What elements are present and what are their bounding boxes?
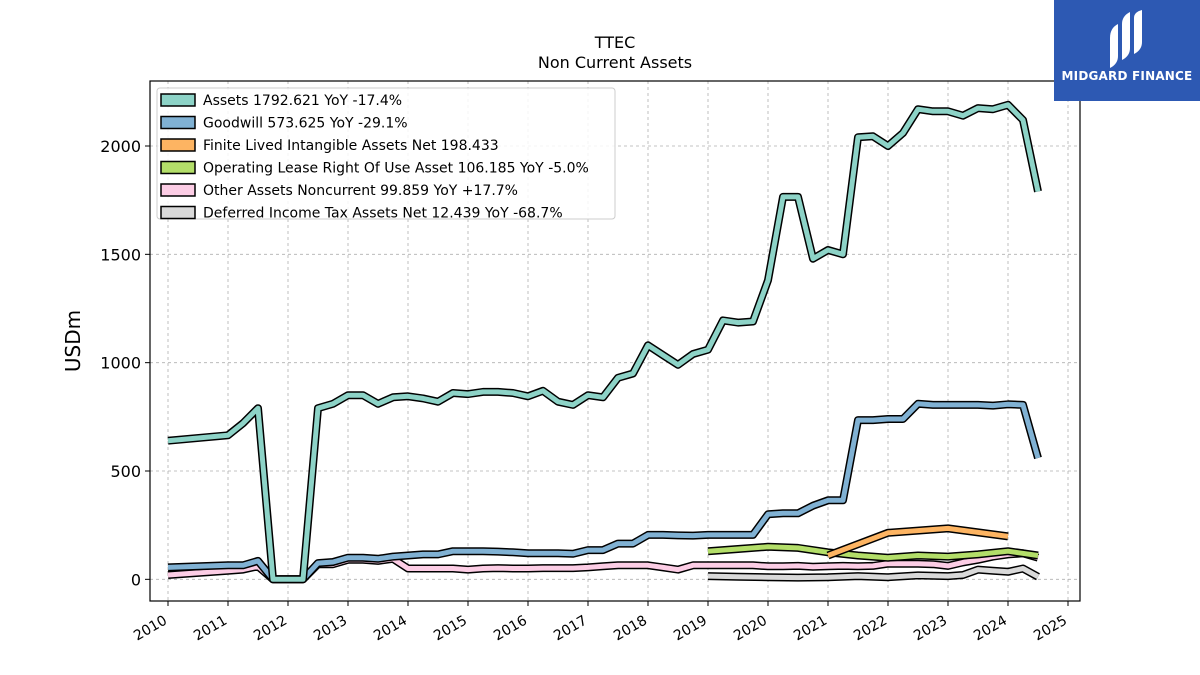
legend-label: Operating Lease Right Of Use Asset 106.1… — [203, 161, 589, 177]
legend-swatch — [160, 160, 196, 175]
legend-swatch — [160, 138, 196, 152]
x-tick-label: 2010 — [131, 613, 170, 645]
legend-swatch — [160, 205, 196, 220]
x-tick-label: 2017 — [551, 613, 590, 645]
x-tick-label: 2018 — [611, 613, 650, 645]
x-tick-label: 2019 — [671, 613, 710, 645]
brand-logo: MIDGARD FINANCE — [1054, 0, 1200, 101]
plot-frame — [149, 80, 1081, 602]
x-tick-label: 2013 — [311, 613, 350, 645]
legend-swatch — [160, 115, 196, 130]
legend-label: Assets 1792.621 YoY -17.4% — [203, 93, 402, 109]
legend-box — [156, 87, 616, 220]
legend-swatch — [160, 183, 196, 197]
series-line — [707, 566, 1040, 581]
series-line — [167, 401, 1041, 582]
series-line — [827, 525, 1009, 558]
x-tick-label: 2016 — [491, 613, 530, 645]
y-tick-label: 1500 — [100, 245, 141, 264]
y-tick-label: 1000 — [100, 354, 141, 373]
brand-name: MIDGARD FINANCE — [1061, 69, 1193, 83]
legend-label: Finite Lived Intangible Assets Net 198.4… — [203, 138, 499, 154]
x-tick-label: 2023 — [911, 613, 950, 645]
series-line — [707, 544, 1039, 561]
x-tick-label: 2025 — [1031, 613, 1070, 645]
x-tick-label: 2020 — [731, 613, 770, 645]
legend-label: Other Assets Noncurrent 99.859 YoY +17.7… — [203, 183, 518, 199]
y-tick-label: 2000 — [100, 137, 141, 156]
y-tick-label: 500 — [110, 462, 141, 481]
chart-subtitle: Non Current Assets — [538, 53, 692, 72]
legend-label: Goodwill 573.625 YoY -29.1% — [203, 116, 408, 132]
x-tick-label: 2014 — [371, 613, 410, 645]
series-layer — [167, 100, 1042, 584]
x-tick-label: 2024 — [971, 613, 1010, 645]
x-tick-label: 2012 — [251, 613, 290, 645]
legend-label: Deferred Income Tax Assets Net 12.439 Yo… — [203, 206, 563, 222]
y-axis-label: USDm — [61, 310, 85, 372]
midgard-logo-icon — [1110, 10, 1142, 68]
y-tick-label: 0 — [131, 570, 141, 589]
legend-swatch — [160, 93, 196, 107]
x-tick-label: 2021 — [791, 613, 830, 645]
x-tick-label: 2015 — [431, 613, 470, 645]
x-tick-label: 2011 — [191, 613, 230, 645]
x-tick-label: 2022 — [851, 613, 890, 645]
chart-title: TTEC — [594, 33, 636, 52]
series-line — [167, 102, 1041, 582]
legend: Assets 1792.621 YoY -17.4% Goodwill 573.6… — [156, 87, 616, 222]
